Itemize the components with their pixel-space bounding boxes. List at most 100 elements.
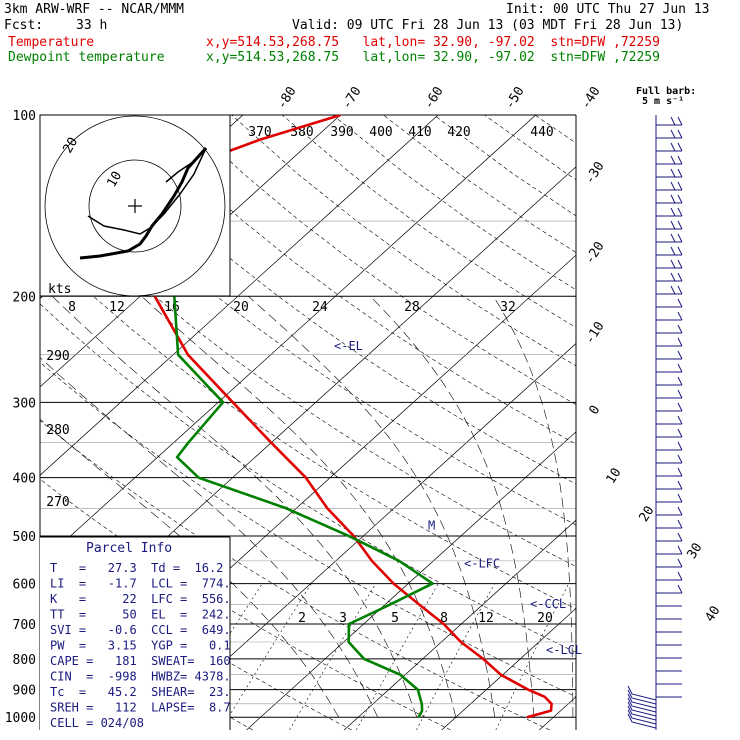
- parcel-info-row: SVI = -0.6 CCL = 649.: [50, 623, 231, 637]
- wind-barb: [656, 207, 683, 217]
- mixing-ratio-label: 12: [478, 611, 494, 626]
- wind-barb: [656, 259, 683, 269]
- temperature-location: x,y=514.53,268.75 lat,lon= 32.90, -97.02…: [206, 35, 660, 50]
- wind-barb: [627, 689, 657, 705]
- isotherm-label: 10: [604, 466, 625, 487]
- parcel-info-row: LI = -1.7 LCL = 774.: [50, 577, 231, 591]
- wind-barb: [627, 701, 657, 717]
- wind-barb: [656, 311, 683, 321]
- wind-barb: [656, 324, 683, 334]
- isotherm-line: [441, 607, 576, 730]
- level-marker: <-EL: [334, 339, 363, 353]
- parcel-info-row: CIN = -998 HWBZ= 4378.: [50, 670, 231, 684]
- moist-adiabat-label: 32: [500, 300, 516, 315]
- parcel-info-background: [40, 537, 230, 730]
- isotherm-label: -30: [582, 159, 607, 187]
- wind-barb: [656, 194, 683, 204]
- wind-barb: [627, 705, 657, 721]
- theta-label: 390: [330, 125, 353, 140]
- dry-adiabat: [484, 115, 576, 180]
- isotherm-label: -10: [582, 319, 607, 347]
- dry-adiabat: [383, 115, 576, 253]
- hodograph-units: kts: [48, 282, 71, 297]
- pressure-label: 700: [13, 618, 36, 633]
- isotherm-line: [40, 115, 536, 565]
- level-markers: <-EL M <-LFC <-CCL <-LCL: [334, 339, 582, 657]
- theta-label: 370: [248, 125, 271, 140]
- isotherm-label: 0: [587, 403, 604, 418]
- hodograph-trace-upper: [87, 147, 207, 235]
- wind-barb: [656, 155, 683, 165]
- mixing-ratio-line: [495, 583, 569, 730]
- wind-barb: [627, 693, 657, 709]
- pressure-label: 1000: [5, 711, 36, 726]
- isotherm-label: -60: [421, 84, 446, 112]
- wind-barb: [656, 493, 683, 503]
- parcel-info-row: T = 27.3 Td = 16.2: [50, 561, 223, 575]
- full-barb-units: 5 m s⁻¹: [642, 96, 684, 107]
- wind-barb: [656, 454, 683, 464]
- hodograph-ring-outer: [44, 115, 226, 297]
- moist-adiabat: [493, 296, 574, 718]
- wind-barb: [656, 350, 683, 360]
- level-marker: <-LFC: [464, 557, 500, 571]
- hodograph-ring-label-10: 10: [104, 169, 125, 190]
- wind-barb: [656, 363, 683, 373]
- dry-adiabat: [534, 115, 576, 144]
- wind-barb: [656, 116, 683, 126]
- theta-label: 420: [447, 125, 470, 140]
- wind-barb: [627, 713, 657, 729]
- isotherm-label: 40: [703, 604, 724, 625]
- pressure-label: 100: [13, 109, 36, 124]
- isotherm-label: -40: [578, 84, 603, 112]
- forecast-label: Fcst:: [4, 18, 44, 33]
- moist-adiabat-label: 16: [164, 300, 180, 315]
- pressure-label: 600: [13, 578, 36, 593]
- mixing-ratio-label: 3: [339, 611, 347, 626]
- dewpoint-legend: Dewpoint temperature: [8, 50, 165, 65]
- wind-barb: [656, 376, 683, 386]
- moist-adiabat-label: 8: [68, 300, 76, 315]
- wind-barb: [656, 181, 683, 191]
- wind-barb: [656, 285, 683, 295]
- isotherm-line: [246, 431, 576, 730]
- parcel-info-row: CELL = 024/08: [50, 716, 144, 730]
- isotherm-line: [539, 696, 576, 730]
- wind-barb: [656, 467, 683, 477]
- parcel-info-row: K = 22 LFC = 556.: [50, 592, 231, 606]
- parcel-info-title: Parcel Info: [86, 541, 172, 556]
- wind-barb: [656, 519, 683, 529]
- parcel-info-row: PW = 3.15 YGP = 0.1: [50, 639, 231, 653]
- wind-barb: [656, 233, 683, 243]
- hodograph-ring-inner: [88, 159, 182, 253]
- pressure-label: 300: [13, 396, 36, 411]
- isotherm-line: [637, 115, 740, 730]
- wind-barb: [656, 168, 683, 178]
- wind-barb: [656, 571, 683, 581]
- valid-time: Valid: 09 UTC Fri 28 Jun 13 (03 MDT Fri …: [292, 18, 684, 33]
- theta-label: 410: [408, 125, 431, 140]
- dry-adiabat: [231, 115, 576, 367]
- dry-adiabat-label: 270: [46, 495, 69, 510]
- parcel-info-row: SREH = 112 LAPSE= 8.7: [50, 701, 231, 715]
- dry-adiabat: [40, 420, 550, 730]
- isotherm-label: -80: [274, 84, 299, 112]
- wind-barb: [656, 584, 683, 594]
- parcel-info-panel: Parcel Info T = 27.3 Td = 16.2 LI = -1.7 …: [40, 536, 231, 730]
- init-time: Init: 00 UTC Thu 27 Jun 13: [506, 2, 710, 17]
- wind-barb: [656, 129, 683, 139]
- wind-barb: [656, 545, 683, 555]
- dry-adiabat: [40, 126, 576, 526]
- wind-barb: [627, 685, 657, 701]
- isotherm-label: 30: [685, 541, 706, 562]
- moist-adiabat: [52, 296, 418, 718]
- moist-adiabat-label: 24: [312, 300, 328, 315]
- parcel-info-row: TT = 50 EL = 242.: [50, 608, 231, 622]
- dry-adiabat: [282, 115, 576, 328]
- mixing-ratio-line: [416, 583, 495, 730]
- theta-label: 440: [530, 125, 553, 140]
- mixing-ratio-label: 20: [537, 611, 553, 626]
- mixing-ratio-label: 2: [298, 611, 306, 626]
- pressure-label: 200: [13, 290, 36, 305]
